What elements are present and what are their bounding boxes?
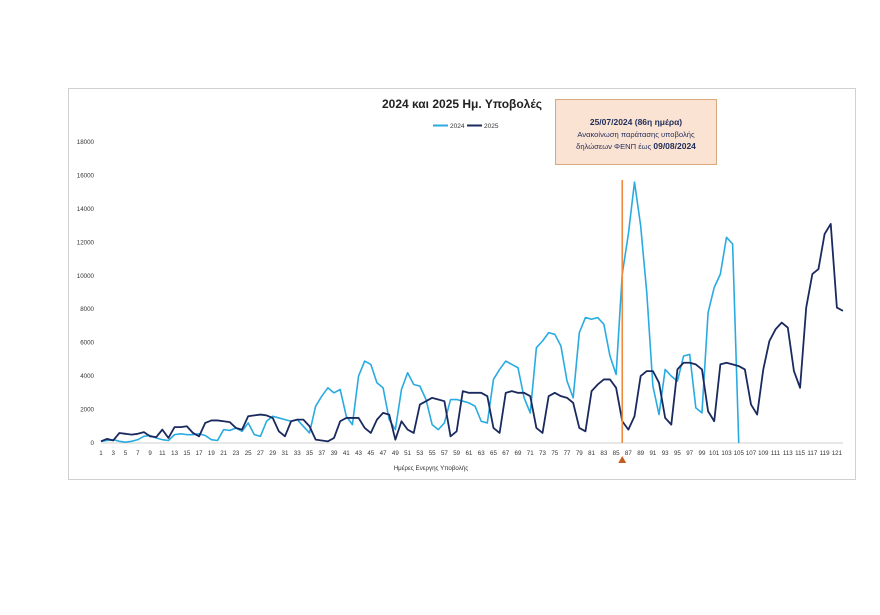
- x-tick-label: 81: [588, 450, 595, 457]
- x-tick-label: 83: [600, 450, 607, 457]
- x-tick-label: 27: [257, 450, 264, 457]
- x-tick-label: 65: [490, 450, 497, 457]
- x-tick-label: 61: [465, 450, 472, 457]
- x-tick-label: 11: [159, 450, 166, 457]
- series-layer: [100, 181, 844, 444]
- x-tick-label: 55: [429, 450, 436, 457]
- x-tick-label: 45: [367, 450, 374, 457]
- x-tick-label: 121: [832, 450, 843, 457]
- x-tick-label: 33: [294, 450, 301, 457]
- x-tick-label: 113: [783, 450, 793, 457]
- annotation-text: Ανακοίνωση παράτασης υποβολής: [577, 130, 695, 139]
- y-tick-label: 18000: [77, 139, 95, 146]
- y-tick-label: 10000: [77, 273, 95, 280]
- x-tick-label: 29: [269, 450, 276, 457]
- x-tick-label: 9: [148, 450, 152, 457]
- y-tick-label: 16000: [77, 172, 95, 179]
- x-tick-label: 5: [124, 450, 128, 457]
- x-tick-label: 67: [502, 450, 509, 457]
- y-axis: 0 2000 4000 6000 8000 10000 12000 14000 16000 180…: [77, 139, 95, 447]
- x-tick-label: 57: [441, 450, 448, 457]
- x-tick-label: 117: [807, 450, 817, 457]
- legend: 2024 2025: [433, 123, 499, 130]
- x-tick-label: 93: [662, 450, 669, 457]
- x-tick-label: 101: [709, 450, 720, 457]
- x-tick-label: 91: [649, 450, 656, 457]
- annotation-layer: [618, 180, 627, 463]
- x-tick-label: 53: [416, 450, 423, 457]
- x-tick-label: 115: [795, 450, 805, 457]
- x-tick-label: 97: [686, 450, 693, 457]
- x-tick-label: 13: [171, 450, 178, 457]
- annotation-deadline: δηλώσεων ΦΕΝΠ έως 09/08/2024: [556, 141, 716, 151]
- x-tick-label: 51: [404, 450, 411, 457]
- x-tick-label: 63: [478, 450, 485, 457]
- x-tick-label: 39: [331, 450, 338, 457]
- y-tick-label: 6000: [80, 340, 94, 347]
- x-tick-label: 23: [232, 450, 239, 457]
- y-tick-label: 8000: [80, 306, 94, 313]
- annotation-date: 25/07/2024 (86η ημέρα): [589, 117, 683, 127]
- x-tick-label: 19: [208, 450, 215, 457]
- x-tick-label: 79: [576, 450, 583, 457]
- y-tick-label: 4000: [80, 373, 94, 380]
- legend-label-2024: 2024: [450, 123, 465, 130]
- x-tick-label: 85: [613, 450, 620, 457]
- x-tick-label: 1: [99, 450, 103, 457]
- x-tick-label: 7: [136, 450, 140, 457]
- x-tick-label: 103: [721, 450, 732, 457]
- x-tick-label: 75: [551, 450, 558, 457]
- y-tick-label: 12000: [77, 239, 95, 246]
- y-tick-label: 0: [91, 440, 95, 447]
- series-line-2025: [100, 223, 844, 443]
- annotation-deadline-date: 09/08/2024: [653, 141, 696, 151]
- legend-label-2025: 2025: [484, 123, 499, 130]
- x-tick-label: 35: [306, 450, 313, 457]
- x-tick-label: 31: [282, 450, 289, 457]
- x-tick-label: 109: [758, 450, 769, 457]
- x-tick-label: 49: [392, 450, 399, 457]
- x-tick-label: 41: [343, 450, 350, 457]
- chart-frame: [68, 88, 856, 480]
- x-tick-label: 17: [196, 450, 203, 457]
- x-tick-label: 15: [183, 450, 190, 457]
- chart-title: 2024 και 2025 Ημ. Υποβολές: [382, 97, 542, 111]
- x-tick-label: 25: [245, 450, 252, 457]
- y-tick-label: 2000: [80, 407, 94, 414]
- x-tick-label: 119: [820, 450, 830, 457]
- x-tick-label: 59: [453, 450, 460, 457]
- x-tick-label: 99: [699, 450, 706, 457]
- series-line-2024: [100, 181, 740, 444]
- x-tick-label: 21: [220, 450, 227, 457]
- x-tick-label: 107: [746, 450, 757, 457]
- x-axis: 1 3 5 7 9 11 13 15 17 19 21 23 25 27 29 31 33 35 37 39 41 43 4…: [99, 450, 842, 457]
- x-tick-label: 105: [734, 450, 745, 457]
- x-tick-label: 3: [112, 450, 116, 457]
- x-tick-label: 77: [564, 450, 571, 457]
- x-tick-label: 95: [674, 450, 681, 457]
- x-tick-label: 87: [625, 450, 632, 457]
- x-tick-label: 43: [355, 450, 362, 457]
- x-tick-label: 69: [515, 450, 522, 457]
- x-axis-label: Ημέρες Ενεργης Υποβολής: [394, 465, 469, 472]
- y-tick-label: 14000: [77, 206, 95, 213]
- x-tick-label: 111: [771, 450, 781, 457]
- x-tick-label: 71: [527, 450, 534, 457]
- x-tick-label: 37: [318, 450, 325, 457]
- x-tick-label: 89: [637, 450, 644, 457]
- annotation-marker: [618, 456, 627, 463]
- annotation-box: 25/07/2024 (86η ημέρα) Ανακοίνωση παράτα…: [555, 99, 717, 165]
- annotation-deadline-prefix: δηλώσεων ΦΕΝΠ έως: [576, 142, 654, 151]
- x-tick-label: 73: [539, 450, 546, 457]
- x-tick-label: 47: [380, 450, 387, 457]
